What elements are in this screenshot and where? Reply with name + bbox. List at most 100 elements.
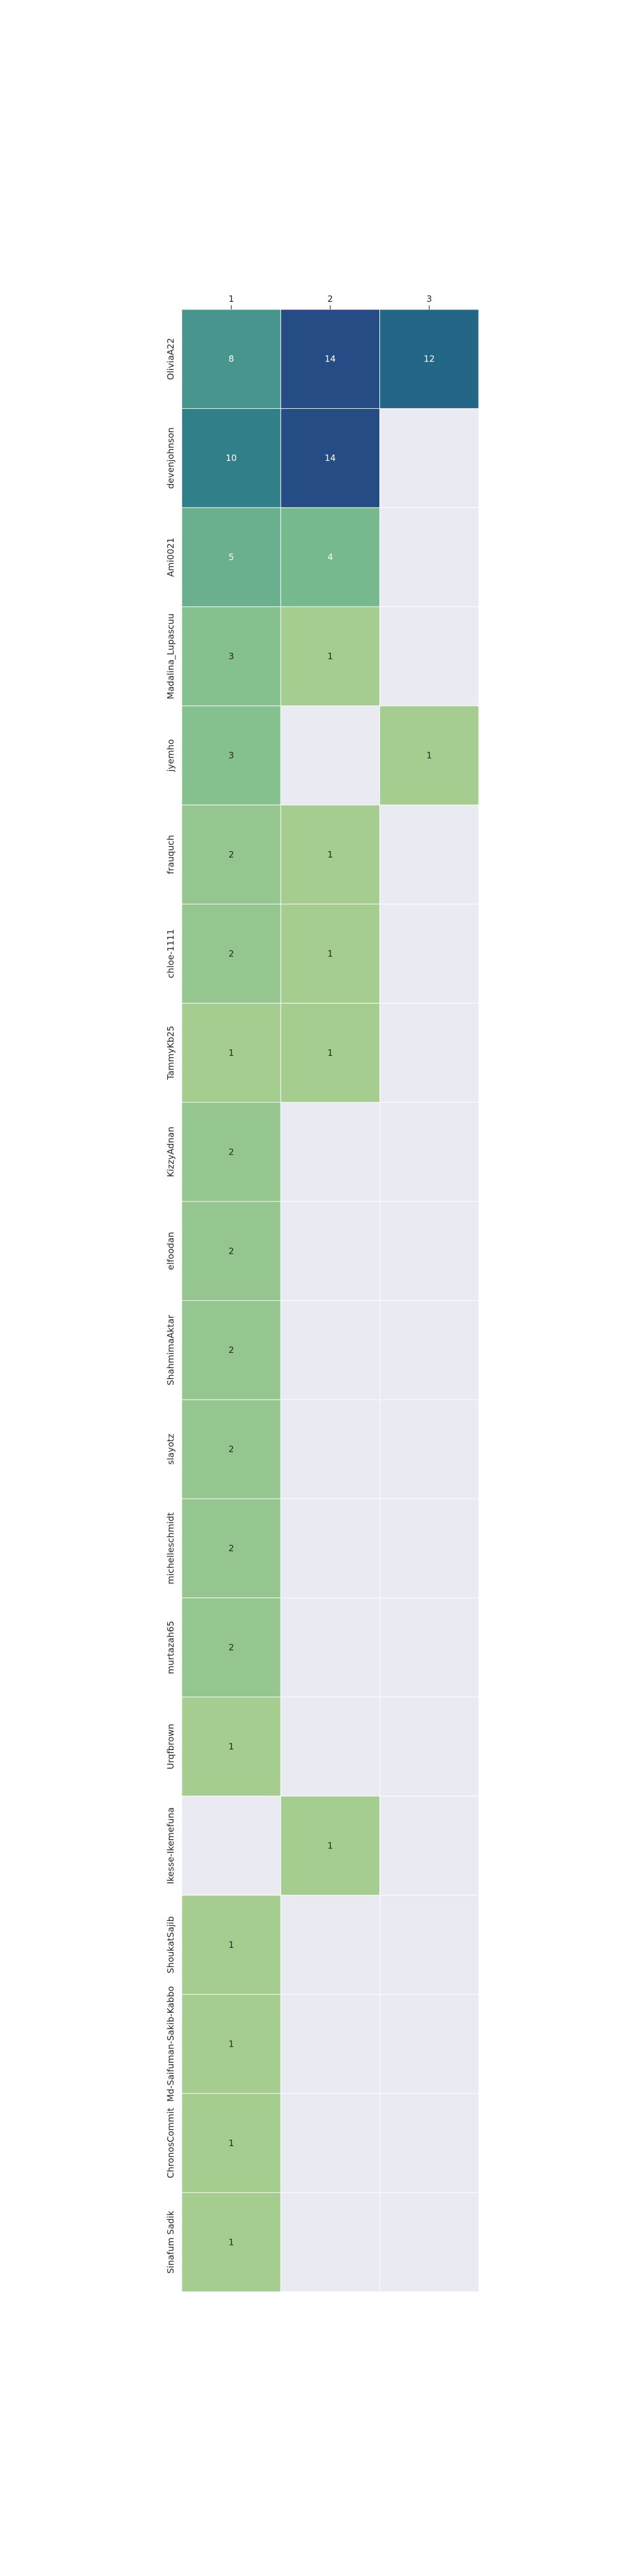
cell-value-label: 1 xyxy=(229,1741,234,1752)
cell-value-label: 1 xyxy=(327,849,333,860)
heatmap-cell-empty xyxy=(280,1300,381,1400)
heatmap-cell xyxy=(181,1895,281,1995)
cell-value-label: 5 xyxy=(229,552,234,563)
cell-value-label: 1 xyxy=(327,651,333,662)
y-tick-label: KizzyAdnan xyxy=(165,1127,176,1177)
cell-value-label: 10 xyxy=(226,453,237,463)
cell-value-label: 4 xyxy=(327,552,333,563)
cell-value-label: 3 xyxy=(229,750,234,761)
y-tick-label: Md-Saifuman-Sakib-Kabbo xyxy=(165,1986,176,2102)
heatmap-cell-empty xyxy=(379,1498,479,1599)
heatmap-cell-empty xyxy=(280,2192,381,2292)
y-tick-label: michelleschmidt xyxy=(165,1512,176,1584)
heatmap-cell xyxy=(181,804,281,905)
heatmap-cell-empty xyxy=(280,2093,381,2193)
y-tick-label: Sinafum Sadik xyxy=(165,2210,176,2274)
heatmap-cell-empty xyxy=(280,1102,381,1202)
x-tick-label: 1 xyxy=(229,294,234,304)
heatmap-cell xyxy=(280,507,381,607)
y-tick-label: Ikesse-Ikemefuna xyxy=(165,1807,176,1884)
heatmap-cell xyxy=(181,1102,281,1202)
heatmap-cell-empty xyxy=(280,705,381,805)
y-tick-label: Ami0021 xyxy=(165,538,176,577)
cell-value-label: 2 xyxy=(229,1345,234,1355)
cell-value-label: 1 xyxy=(229,1048,234,1058)
heatmap-cell-empty xyxy=(379,1003,479,1103)
heatmap-cell-empty xyxy=(280,1597,381,1697)
heatmap-cell-empty xyxy=(379,1796,479,1896)
y-tick-label: devenjohnson xyxy=(165,428,176,489)
cell-value-label: 2 xyxy=(229,1642,234,1653)
heatmap-cell xyxy=(181,904,281,1004)
heatmap-cell-empty xyxy=(280,1696,381,1797)
heatmap-cell-empty xyxy=(379,904,479,1004)
heatmap-cell-empty xyxy=(379,804,479,905)
heatmap-cell-empty xyxy=(379,408,479,508)
cell-value-label: 1 xyxy=(426,750,432,761)
heatmap-cell-empty xyxy=(379,1696,479,1797)
heatmap-cell xyxy=(379,309,479,409)
heatmap-cell xyxy=(280,904,381,1004)
cell-value-label: 2 xyxy=(229,849,234,860)
heatmap-cell-empty xyxy=(181,1796,281,1896)
heatmap-cell xyxy=(181,408,281,508)
y-tick-label: Madalina_Lupascuu xyxy=(165,614,177,700)
heatmap-cell-empty xyxy=(379,2192,479,2292)
heatmap-cell xyxy=(181,1003,281,1103)
heatmap-cell xyxy=(181,1696,281,1797)
cell-value-label: 2 xyxy=(229,1444,234,1455)
cell-value-label: 2 xyxy=(229,1146,234,1157)
cell-value-label: 12 xyxy=(424,354,435,364)
y-tick-label: ShahmimaAktar xyxy=(165,1314,176,1385)
cell-value-label: 14 xyxy=(324,453,336,463)
cell-value-label: 8 xyxy=(229,354,234,364)
heatmap-cell xyxy=(181,2192,281,2292)
y-tick-label: chloe-1111 xyxy=(165,929,176,978)
y-tick-label: TammyKb25 xyxy=(165,1026,176,1080)
y-tick-label: Urqfbrown xyxy=(165,1724,176,1769)
heatmap-cell xyxy=(280,1796,381,1896)
heatmap-cell xyxy=(181,606,281,707)
cell-value-label: 3 xyxy=(229,651,234,662)
y-tick-label: frauquch xyxy=(165,835,176,874)
y-tick-label: OliviaA22 xyxy=(165,338,176,380)
heatmap-cell xyxy=(181,1201,281,1301)
heatmap-cell xyxy=(181,1498,281,1599)
heatmap-cell xyxy=(181,1597,281,1697)
heatmap-cell-empty xyxy=(379,1895,479,1995)
cell-value-label: 1 xyxy=(327,1048,333,1058)
heatmap-cell-empty xyxy=(379,1201,479,1301)
heatmap-cell-empty xyxy=(379,1597,479,1697)
cell-value-label: 1 xyxy=(229,2138,234,2148)
y-tick-label: murtazah65 xyxy=(165,1621,176,1674)
heatmap-cell-empty xyxy=(379,1994,479,2094)
y-tick-label: slayotz xyxy=(165,1434,176,1465)
y-tick-label: ShoukatSajib xyxy=(165,1916,176,1974)
y-tick-label: jyemho xyxy=(165,739,176,773)
heatmap-cell xyxy=(181,309,281,409)
heatmap-cell xyxy=(181,1399,281,1499)
heatmap-cell xyxy=(181,507,281,607)
heatmap-cell-empty xyxy=(379,606,479,707)
heatmap-cell-empty xyxy=(379,2093,479,2193)
cell-value-label: 14 xyxy=(324,354,336,364)
cell-value-label: 1 xyxy=(327,948,333,959)
cell-value-label: 2 xyxy=(229,1246,234,1256)
y-tick-label: ChronosCommit xyxy=(165,2107,176,2178)
y-tick-label: elfoodan xyxy=(165,1232,176,1270)
cell-value-label: 1 xyxy=(229,2038,234,2049)
x-tick-label: 3 xyxy=(426,294,432,304)
cell-value-label: 2 xyxy=(229,948,234,959)
cell-value-label: 1 xyxy=(229,1940,234,1950)
cell-value-label: 1 xyxy=(327,1840,333,1851)
heatmap-cell xyxy=(181,705,281,805)
heatmap-cell-empty xyxy=(280,1201,381,1301)
heatmap-cell xyxy=(280,1003,381,1103)
heatmap-cell-empty xyxy=(379,507,479,607)
cell-value-label: 2 xyxy=(229,1543,234,1554)
heatmap-cell xyxy=(280,606,381,707)
heatmap-cell-empty xyxy=(280,1498,381,1599)
heatmap-cell-empty xyxy=(379,1102,479,1202)
heatmap-cell-empty xyxy=(280,1994,381,2094)
